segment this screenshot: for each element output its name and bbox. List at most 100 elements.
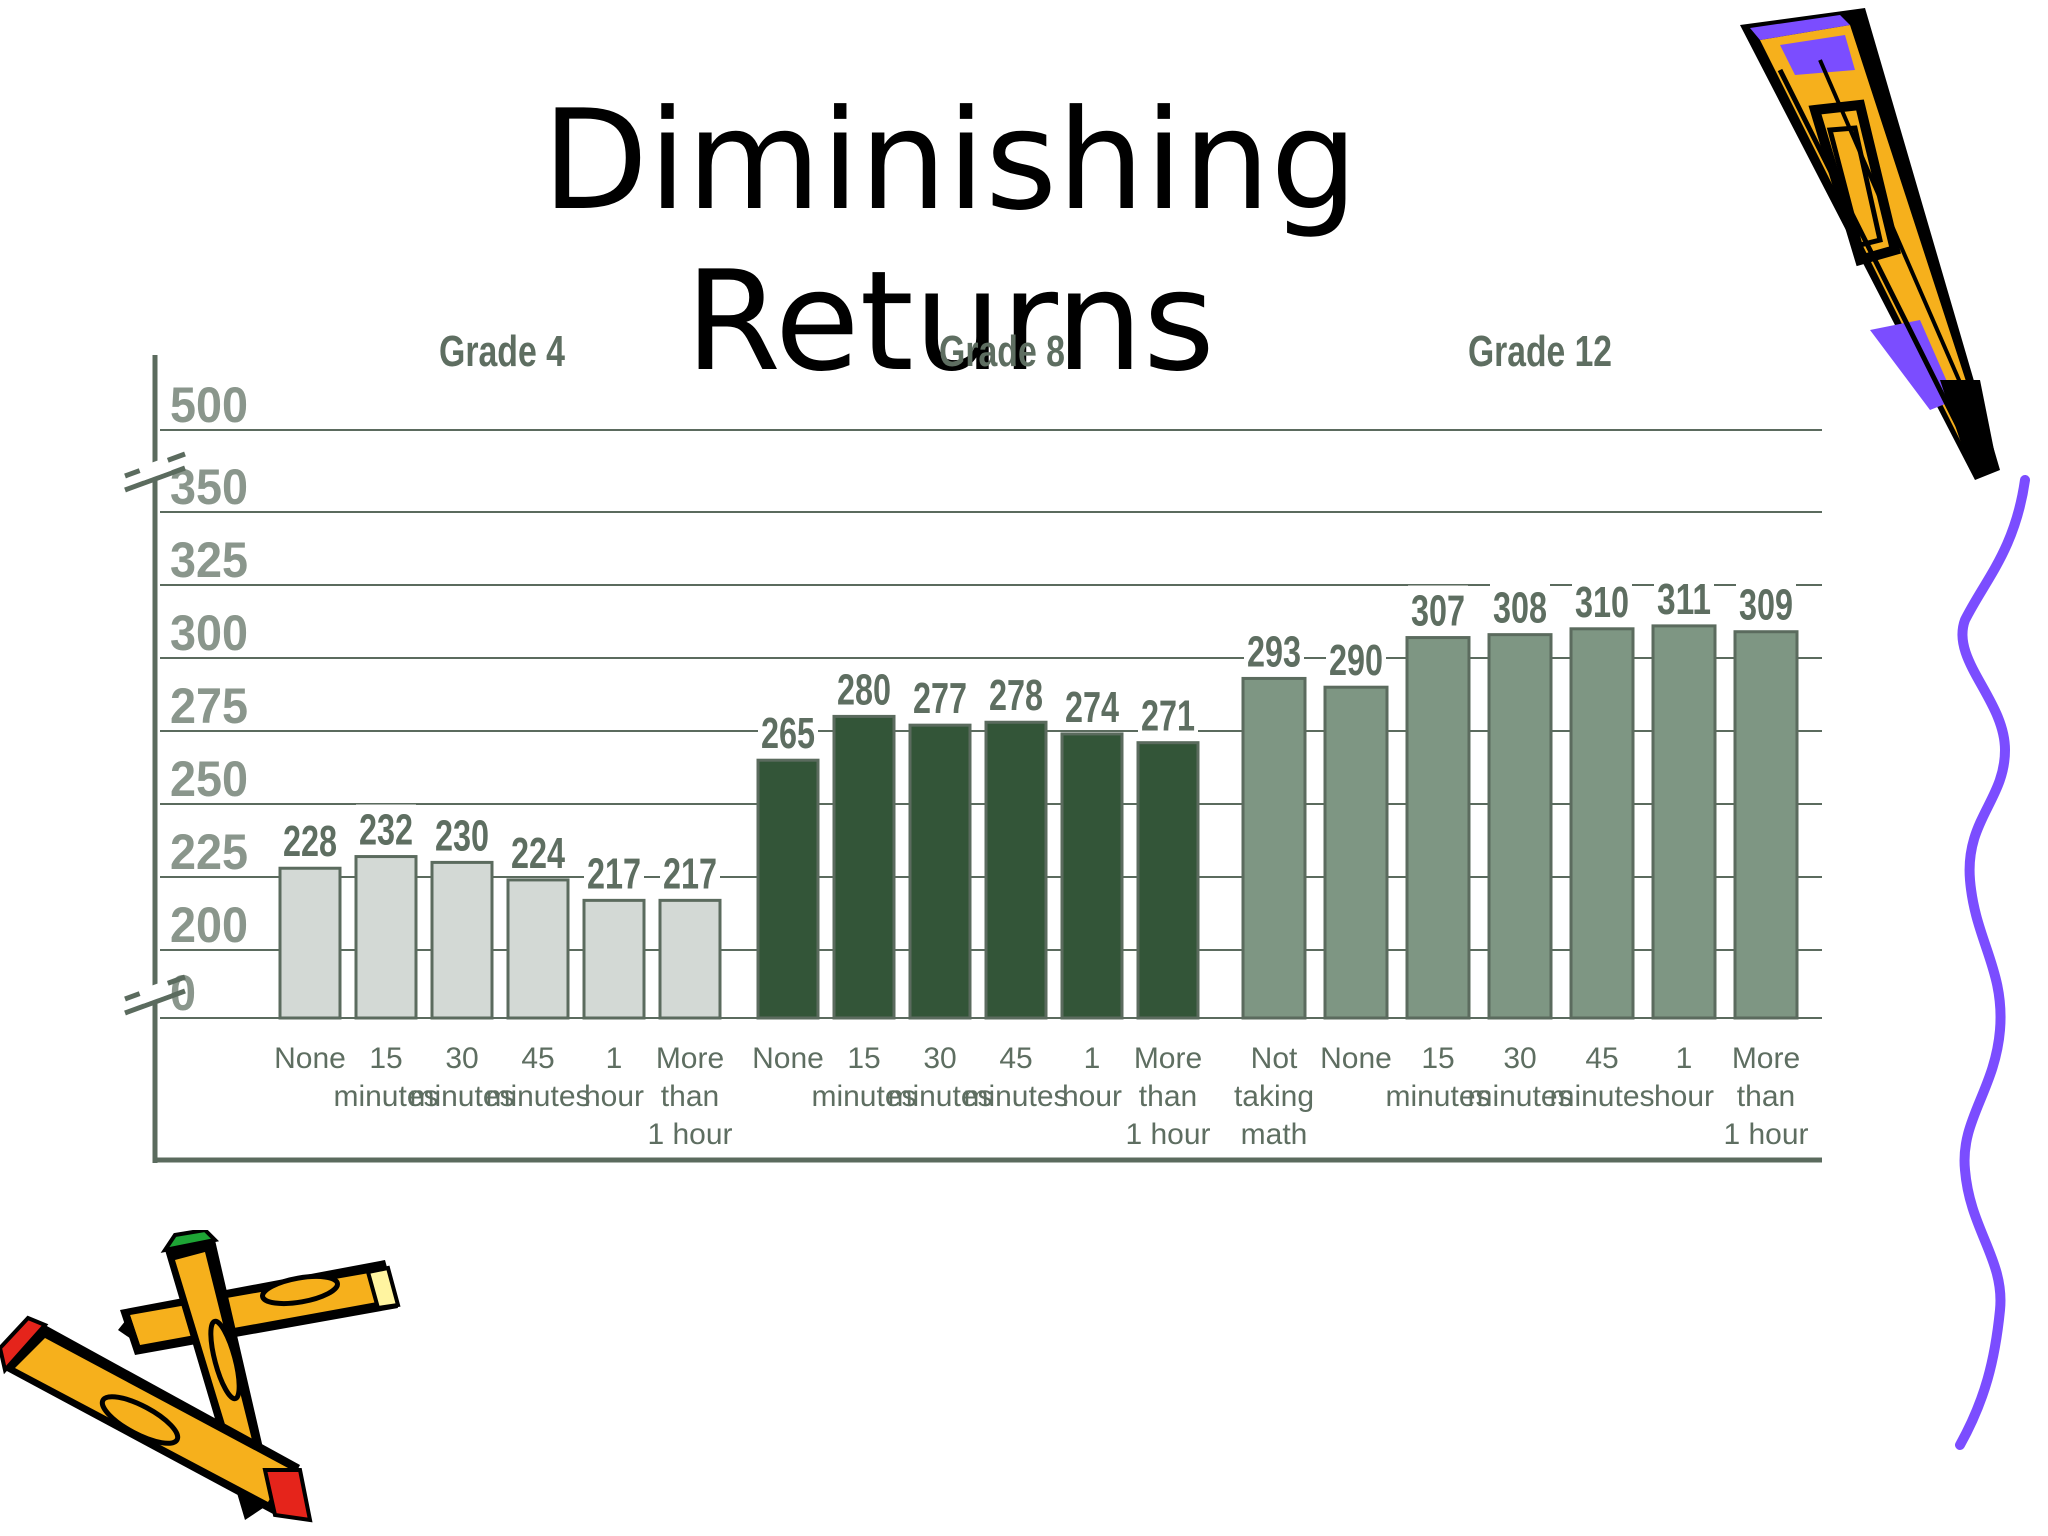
value-label-bg: [280, 816, 340, 861]
pencil-top-right-icon: [1740, 8, 2000, 480]
value-label-bg: [1736, 579, 1796, 624]
category-label-line: 45: [521, 1042, 554, 1075]
wavy-line-right-icon: [1955, 475, 2030, 1450]
value-label: 280: [837, 665, 891, 714]
value-label-bg: [1244, 626, 1304, 671]
crossed-pencils-bottom-left-icon: [0, 1230, 401, 1523]
category-label-line: than: [1139, 1080, 1197, 1113]
category-label-line: More: [1732, 1042, 1800, 1075]
category-label-line: 45: [1585, 1042, 1618, 1075]
value-label: 293: [1247, 627, 1301, 676]
value-label-bg: [1408, 585, 1468, 630]
category-label: None: [274, 1042, 346, 1075]
category-label-line: taking: [1234, 1080, 1314, 1113]
value-label: 217: [587, 849, 641, 898]
category-label-line: 30: [1503, 1042, 1536, 1075]
bar: [1487, 633, 1553, 1020]
category-label: More than 1 hour: [647, 1042, 732, 1151]
value-label-bg: [1326, 635, 1386, 680]
bar: [582, 898, 646, 1020]
bar: [1136, 741, 1200, 1020]
category-label-line: minutes: [485, 1080, 590, 1113]
y-tick-label: 200: [170, 897, 248, 953]
category-label-line: More: [1134, 1042, 1202, 1075]
value-label: 274: [1065, 683, 1119, 732]
value-label: 310: [1575, 578, 1629, 627]
category-label: None: [752, 1042, 824, 1075]
category-label-line: 1: [606, 1042, 623, 1075]
category-label-line: minutes: [333, 1080, 438, 1113]
bar: [430, 860, 494, 1020]
value-label: 311: [1657, 575, 1711, 624]
bar: [278, 866, 342, 1020]
bar: [832, 714, 896, 1020]
value-label-bg: [660, 848, 720, 893]
bar: [756, 758, 820, 1020]
category-label-line: 15: [847, 1042, 880, 1075]
group-header: Grade 8: [939, 327, 1065, 376]
value-label: 290: [1329, 636, 1383, 685]
category-label-line: minutes: [887, 1080, 992, 1113]
category-label-line: 1: [1676, 1042, 1693, 1075]
value-label-bg: [986, 670, 1046, 715]
category-label-line: None: [752, 1042, 824, 1075]
category-label-line: minutes: [409, 1080, 514, 1113]
category-label-line: hour: [584, 1080, 644, 1113]
value-label-bg: [910, 673, 970, 718]
y-tick-label: 250: [170, 751, 248, 807]
value-label: 230: [435, 811, 489, 860]
bar: [984, 720, 1048, 1020]
category-label-line: math: [1241, 1118, 1308, 1151]
category-label-line: None: [274, 1042, 346, 1075]
value-label: 309: [1739, 581, 1793, 630]
category-label-line: 1 hour: [647, 1118, 732, 1151]
axis-break-gap: [138, 457, 172, 481]
category-label: 1 hour: [1062, 1042, 1122, 1113]
category-label-line: than: [1737, 1080, 1795, 1113]
category-label-line: minutes: [1549, 1080, 1654, 1113]
axis-break-mark: [124, 465, 186, 493]
category-label: 45 minutes: [1549, 1042, 1654, 1113]
category-label-line: 15: [369, 1042, 402, 1075]
bar: [506, 878, 570, 1020]
y-tick-label: 300: [170, 605, 248, 661]
bar: [1651, 624, 1717, 1020]
category-label-line: minutes: [1385, 1080, 1490, 1113]
category-label: 15 minutes: [333, 1042, 438, 1113]
value-label-bg: [758, 708, 818, 753]
category-label: More than 1 hour: [1125, 1042, 1210, 1151]
value-label-bg: [1654, 573, 1714, 618]
y-tick-label: 275: [170, 678, 248, 734]
value-label-bg: [356, 804, 416, 849]
category-label: None: [1320, 1042, 1392, 1075]
category-label: 30 minutes: [887, 1042, 992, 1113]
category-label: 30 minutes: [409, 1042, 514, 1113]
category-label-line: minutes: [963, 1080, 1068, 1113]
value-label-bg: [1138, 690, 1198, 735]
value-label-bg: [508, 827, 568, 872]
bar: [658, 898, 722, 1020]
value-label: 307: [1411, 587, 1465, 636]
category-label: 1 hour: [584, 1042, 644, 1113]
value-label: 277: [913, 674, 967, 723]
category-label-line: 45: [999, 1042, 1032, 1075]
category-label-line: 30: [445, 1042, 478, 1075]
y-tick-label: 500: [170, 377, 248, 433]
category-label-line: hour: [1062, 1080, 1122, 1113]
value-label: 217: [663, 849, 717, 898]
category-label: Not taking math: [1234, 1042, 1314, 1151]
category-label: 15 minutes: [811, 1042, 916, 1113]
bar: [354, 855, 418, 1020]
category-label: 45 minutes: [485, 1042, 590, 1113]
category-label-line: More: [656, 1042, 724, 1075]
value-label: 308: [1493, 584, 1547, 633]
value-label: 224: [511, 829, 565, 878]
value-label-bg: [834, 664, 894, 709]
category-label: 30 minutes: [1467, 1042, 1572, 1113]
category-label: 45 minutes: [963, 1042, 1068, 1113]
category-label-line: 1 hour: [1125, 1118, 1210, 1151]
y-tick-label: 225: [170, 824, 248, 880]
category-label: More than 1 hour: [1723, 1042, 1808, 1151]
